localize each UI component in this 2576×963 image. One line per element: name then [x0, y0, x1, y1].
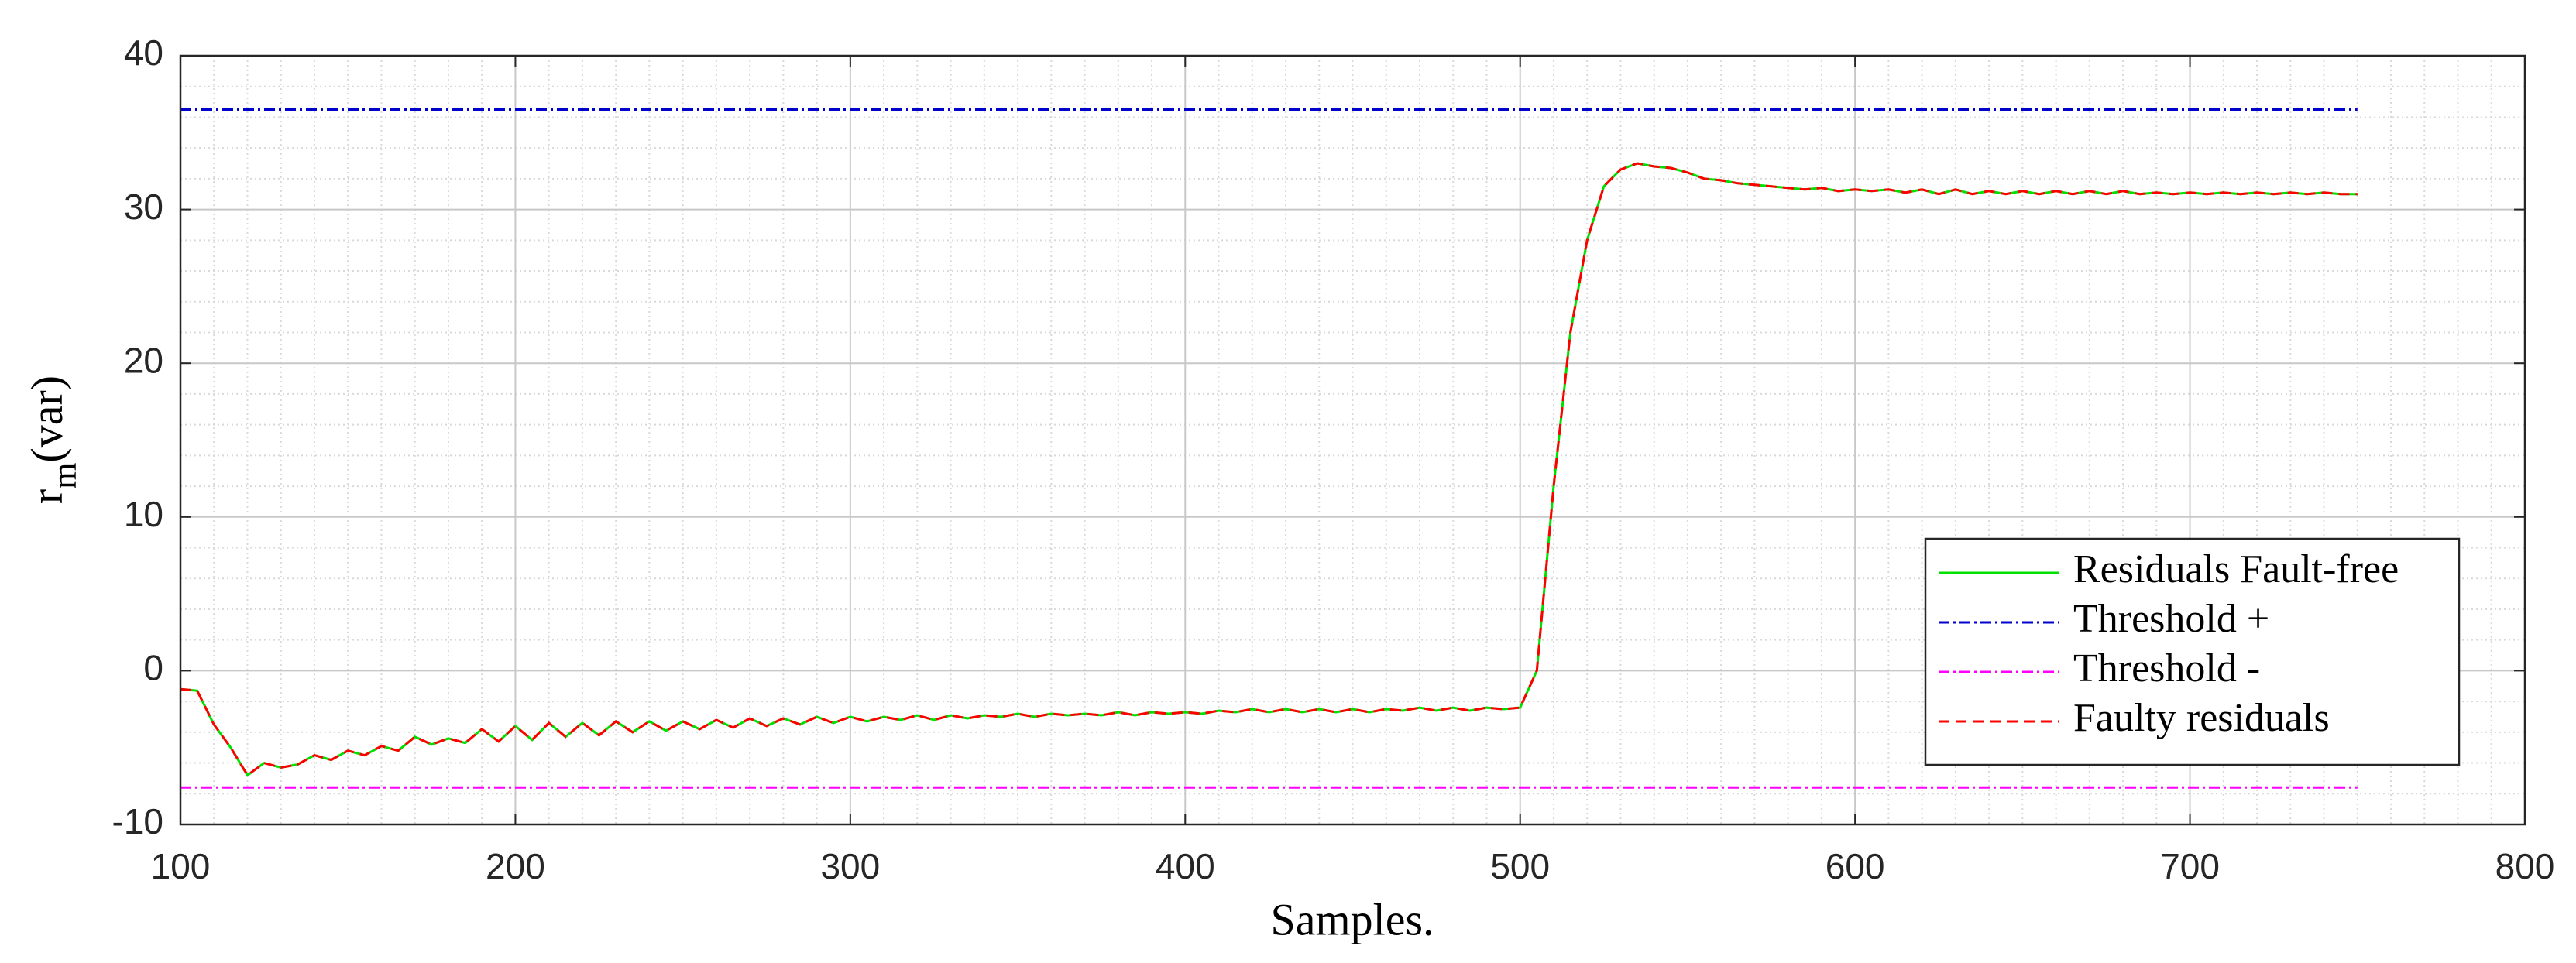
y-tick-label: -10 [112, 801, 163, 841]
x-tick-label: 100 [151, 846, 211, 886]
y-label-rest: (var) [22, 375, 72, 463]
x-tick-label: 300 [820, 846, 880, 886]
y-tick-label: 40 [124, 33, 163, 73]
axis-layer: 100 200 300 400 500 600 700 800 -10 0 10 20 30 40 [112, 33, 2555, 886]
y-label-sub: m [46, 463, 84, 489]
x-tick-label: 700 [2160, 846, 2220, 886]
legend-label: Residuals Fault-free [2073, 547, 2399, 591]
series-line [180, 162, 2358, 777]
y-axis-label: rm(var) [22, 375, 84, 504]
legend-box [1924, 537, 2461, 766]
legend-label: Faulty residuals [2073, 696, 2330, 740]
y-tick-label: 20 [124, 340, 163, 380]
x-tick-label: 600 [1826, 846, 1885, 886]
y-tick-label: 30 [124, 187, 163, 227]
legend: Residuals Fault-free Threshold + Threshold… [1924, 537, 2461, 766]
x-tick-label: 800 [2495, 846, 2555, 886]
legend-label: Threshold - [2073, 646, 2260, 691]
x-axis-label: Samples. [1270, 894, 1434, 944]
y-tick-label: 10 [124, 494, 163, 534]
plot-frame [179, 54, 2526, 826]
y-tick-label: 0 [143, 648, 163, 688]
legend-label: Threshold + [2073, 597, 2269, 641]
line-layer [180, 108, 2358, 789]
y-label-base: r [22, 489, 72, 504]
x-tick-label: 400 [1156, 846, 1215, 886]
x-tick-label: 200 [486, 846, 545, 886]
x-tick-label: 500 [1490, 846, 1550, 886]
